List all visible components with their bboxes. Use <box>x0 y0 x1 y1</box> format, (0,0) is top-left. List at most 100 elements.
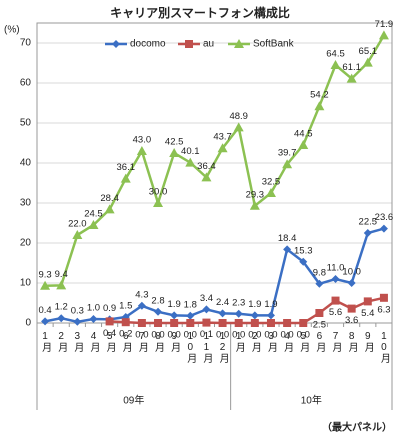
marker <box>363 297 372 306</box>
marker <box>217 143 228 153</box>
x-tick-label: 7月 <box>330 331 342 353</box>
marker <box>250 319 259 327</box>
marker <box>73 317 82 326</box>
value-label: 1.9 <box>248 299 261 310</box>
x-tick-label: 8月 <box>153 331 165 353</box>
value-label: 0.0 <box>168 330 181 341</box>
marker <box>40 280 51 290</box>
legend-marker <box>185 40 193 48</box>
value-label: 0.0 <box>264 330 277 341</box>
value-label: 23.6 <box>375 212 394 223</box>
value-label: 36.4 <box>197 161 216 172</box>
y-tick-label: 10 <box>20 278 32 289</box>
legend-marker <box>234 39 244 48</box>
marker <box>331 296 340 305</box>
legend-marker <box>112 40 120 48</box>
marker <box>56 280 67 290</box>
value-label: 0.0 <box>184 330 197 341</box>
marker <box>154 307 163 316</box>
value-label: 11.0 <box>327 263 345 274</box>
value-label: 22.5 <box>359 217 378 228</box>
value-label: 0.0 <box>135 330 148 341</box>
x-tick-label: 2月 <box>56 331 68 353</box>
y-tick-label: 70 <box>20 38 32 49</box>
marker <box>250 311 259 320</box>
value-label: 2.4 <box>216 297 229 308</box>
marker <box>234 319 243 327</box>
value-label: 0.0 <box>281 330 294 341</box>
value-label: 44.5 <box>294 129 313 140</box>
marker <box>233 122 244 132</box>
value-label: 10.0 <box>342 267 361 278</box>
marker <box>153 198 164 207</box>
marker <box>136 146 147 155</box>
x-tick-label: 5月 <box>104 331 116 353</box>
y-tick-label: 50 <box>20 118 32 129</box>
value-label: 1.9 <box>264 299 277 310</box>
x-tick-label: 7月 <box>136 331 148 353</box>
marker <box>314 101 325 111</box>
marker <box>363 229 372 237</box>
value-label: 2.8 <box>151 295 164 306</box>
value-label: 1.0 <box>87 303 100 314</box>
group-label: 10年 <box>301 394 322 407</box>
x-tick-label: 2月 <box>249 331 261 353</box>
value-label: 0.4 <box>103 328 116 339</box>
value-label: 2.3 <box>232 297 245 308</box>
x-tick-label: 9月 <box>169 331 181 353</box>
legend-label: au <box>203 39 214 50</box>
value-label: 48.9 <box>229 111 248 122</box>
value-label: 30.0 <box>149 187 168 198</box>
marker <box>347 304 356 313</box>
value-label: 0.4 <box>38 305 51 316</box>
value-label: 24.5 <box>84 209 103 220</box>
value-label: 3.4 <box>200 293 213 304</box>
value-label: 61.1 <box>342 62 361 73</box>
y-axis-label: (%) <box>4 25 20 36</box>
marker <box>331 275 340 283</box>
value-label: 9.8 <box>313 267 326 278</box>
legend-label: docomo <box>130 39 166 50</box>
x-tick-label: 4月 <box>88 331 100 353</box>
y-tick-label: 30 <box>20 198 32 209</box>
value-label: 6.3 <box>377 304 390 315</box>
marker <box>266 311 275 320</box>
marker <box>169 148 180 157</box>
marker <box>104 204 115 214</box>
x-tick-label: 5月 <box>298 331 310 353</box>
value-label: 32.5 <box>262 177 281 188</box>
value-label: 22.0 <box>68 219 87 230</box>
marker <box>120 173 131 183</box>
x-tick-label: 4月 <box>282 331 294 353</box>
marker <box>186 319 195 327</box>
x-tick-label: 12月 <box>217 331 229 364</box>
value-label: 0.0 <box>232 330 245 341</box>
x-tick-label: 1月 <box>233 331 245 353</box>
legend-label: SoftBank <box>253 39 295 50</box>
value-label: 40.1 <box>181 146 200 157</box>
marker <box>186 311 195 320</box>
marker <box>170 319 179 327</box>
footnote: （最大パネル） <box>322 421 392 434</box>
value-label: 43.7 <box>213 132 232 143</box>
marker <box>218 319 227 327</box>
value-label: 0.9 <box>103 303 116 314</box>
value-label: 43.0 <box>133 135 152 146</box>
value-label: 64.5 <box>326 49 345 60</box>
value-label: 0.0 <box>248 330 261 341</box>
x-tick-label: 10月 <box>185 331 197 364</box>
marker <box>105 317 114 326</box>
value-label: 54.2 <box>310 90 329 101</box>
marker <box>201 172 212 182</box>
marker <box>378 30 389 40</box>
marker <box>347 279 356 287</box>
x-tick-label: 1月 <box>40 331 52 353</box>
value-label: 0.0 <box>297 330 310 341</box>
value-label: 2.5 <box>313 320 326 331</box>
marker <box>265 188 276 197</box>
y-tick-label: 40 <box>20 158 32 169</box>
value-label: 0.0 <box>151 330 164 341</box>
marker <box>299 319 308 327</box>
marker <box>299 257 308 266</box>
